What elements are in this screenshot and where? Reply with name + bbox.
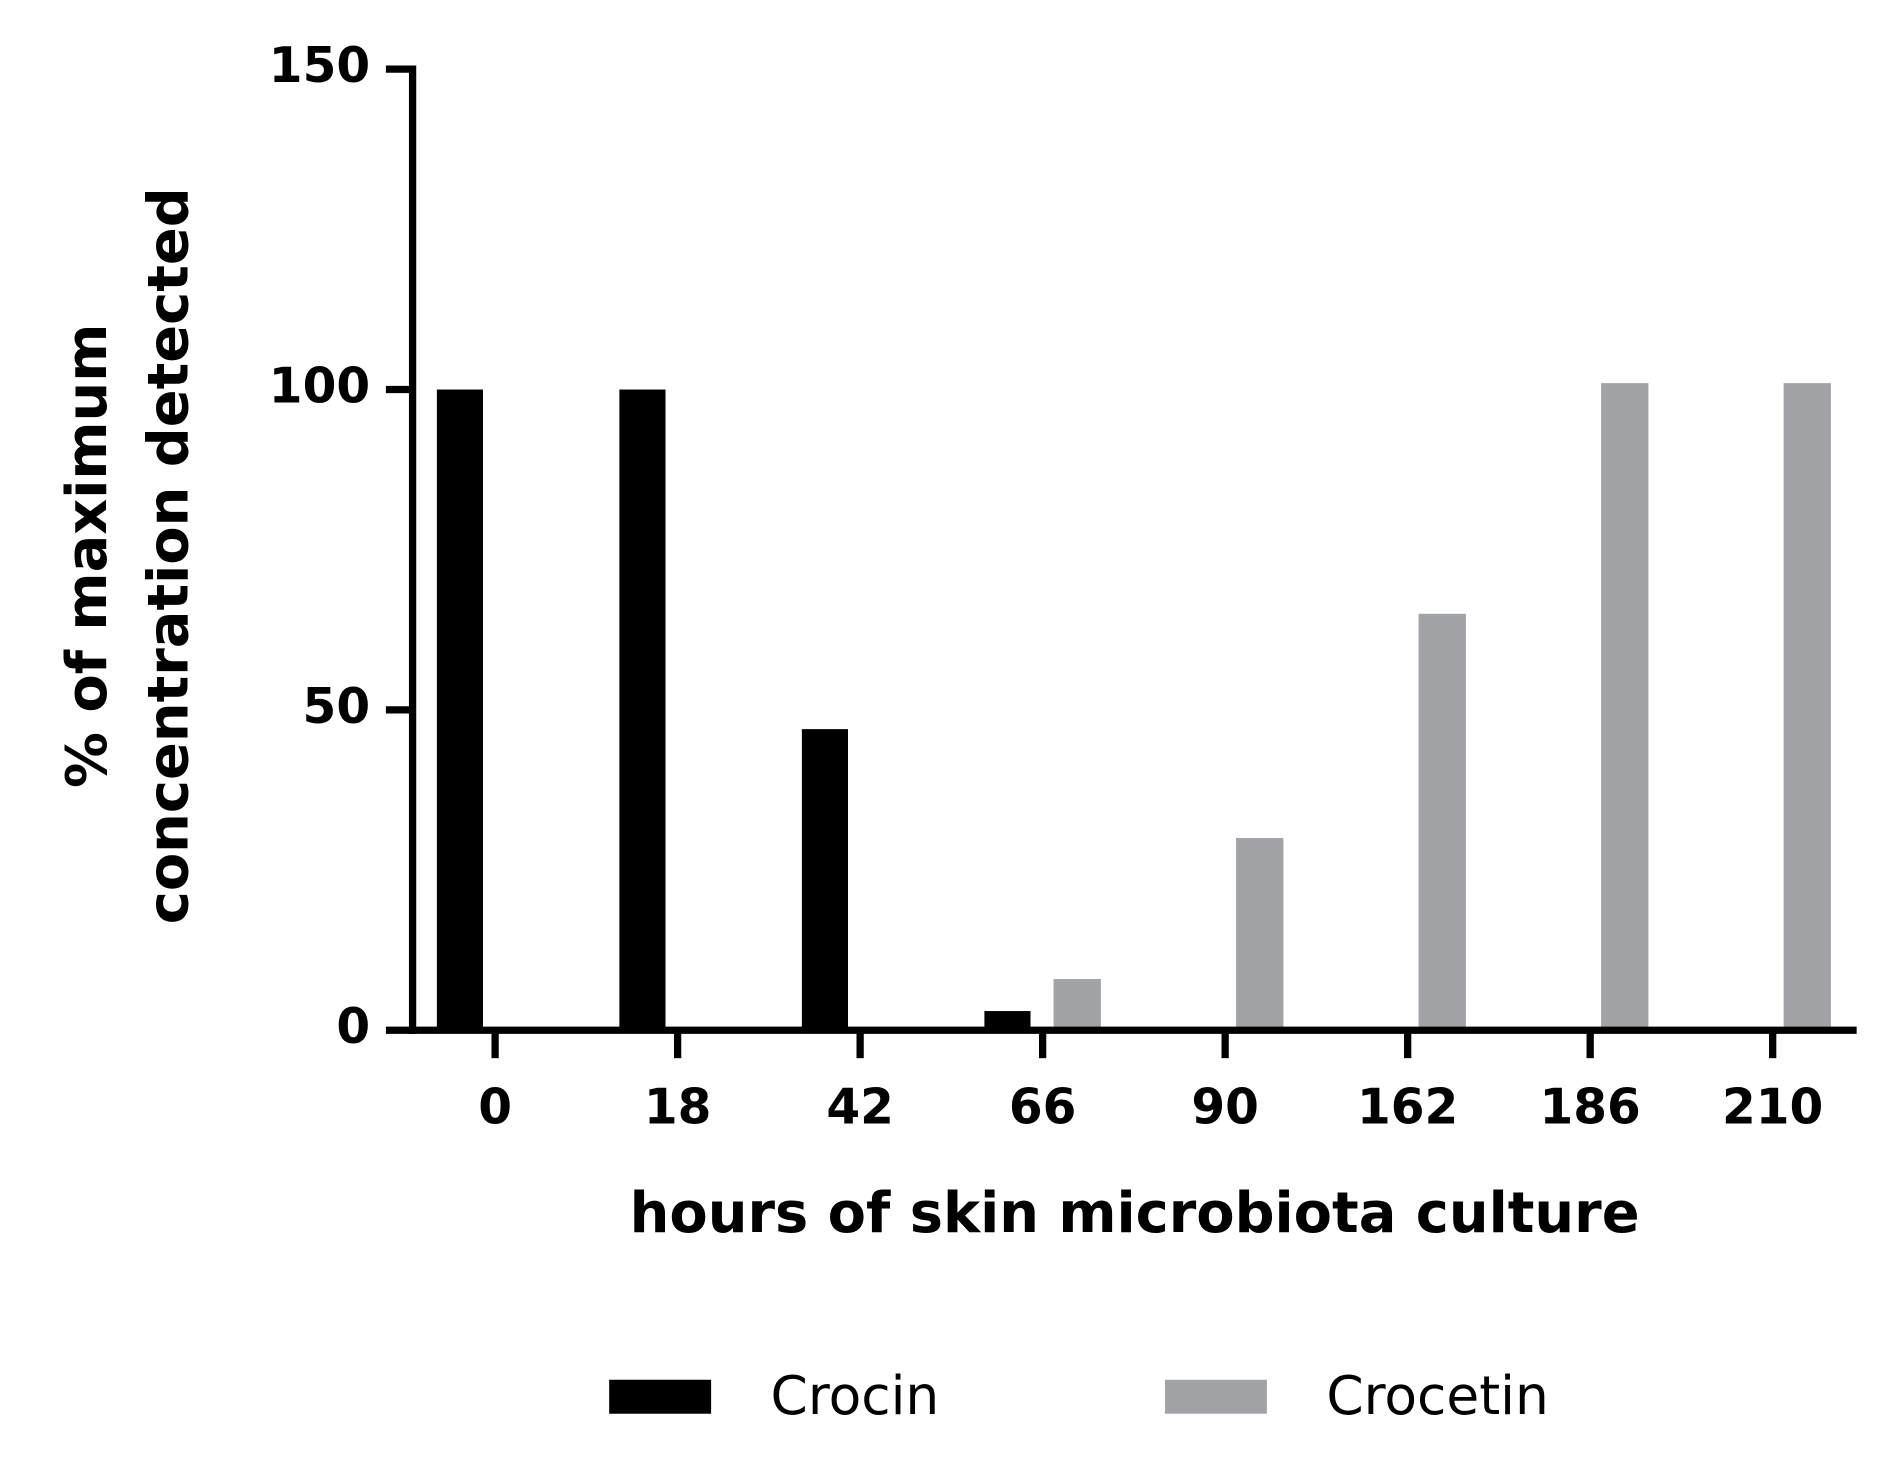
legend-label: Crocin (771, 1364, 940, 1427)
y-tick-label: 100 (269, 359, 370, 415)
legend-swatch (609, 1379, 712, 1414)
bar (1601, 383, 1649, 1031)
bar (1418, 613, 1466, 1031)
y-axis-title: % of maximum (55, 324, 120, 788)
legend-label: Crocetin (1326, 1364, 1548, 1427)
bar (1783, 383, 1831, 1031)
y-tick-label: 0 (336, 999, 370, 1055)
bar (436, 389, 483, 1031)
x-tick-label: 42 (826, 1079, 894, 1135)
bar (801, 729, 848, 1031)
bar (1053, 979, 1101, 1031)
y-tick-label: 150 (269, 38, 370, 94)
y-axis-title: concentration detected (136, 187, 201, 924)
bar (1236, 838, 1284, 1031)
x-tick-label: 18 (644, 1079, 712, 1135)
x-tick-label: 66 (1009, 1079, 1077, 1135)
x-tick-label: 210 (1722, 1079, 1823, 1135)
legend-swatch (1164, 1379, 1267, 1414)
bar (984, 1011, 1031, 1031)
x-axis-title: hours of skin microbiota culture (630, 1181, 1640, 1246)
x-tick-label: 0 (478, 1079, 512, 1135)
y-tick-label: 50 (303, 679, 371, 735)
x-tick-label: 162 (1357, 1079, 1458, 1135)
x-tick-label: 90 (1191, 1079, 1259, 1135)
bar (619, 389, 666, 1031)
x-tick-label: 186 (1540, 1079, 1641, 1135)
plot: hours of skin microbiota culture % of ma… (55, 38, 1857, 1427)
